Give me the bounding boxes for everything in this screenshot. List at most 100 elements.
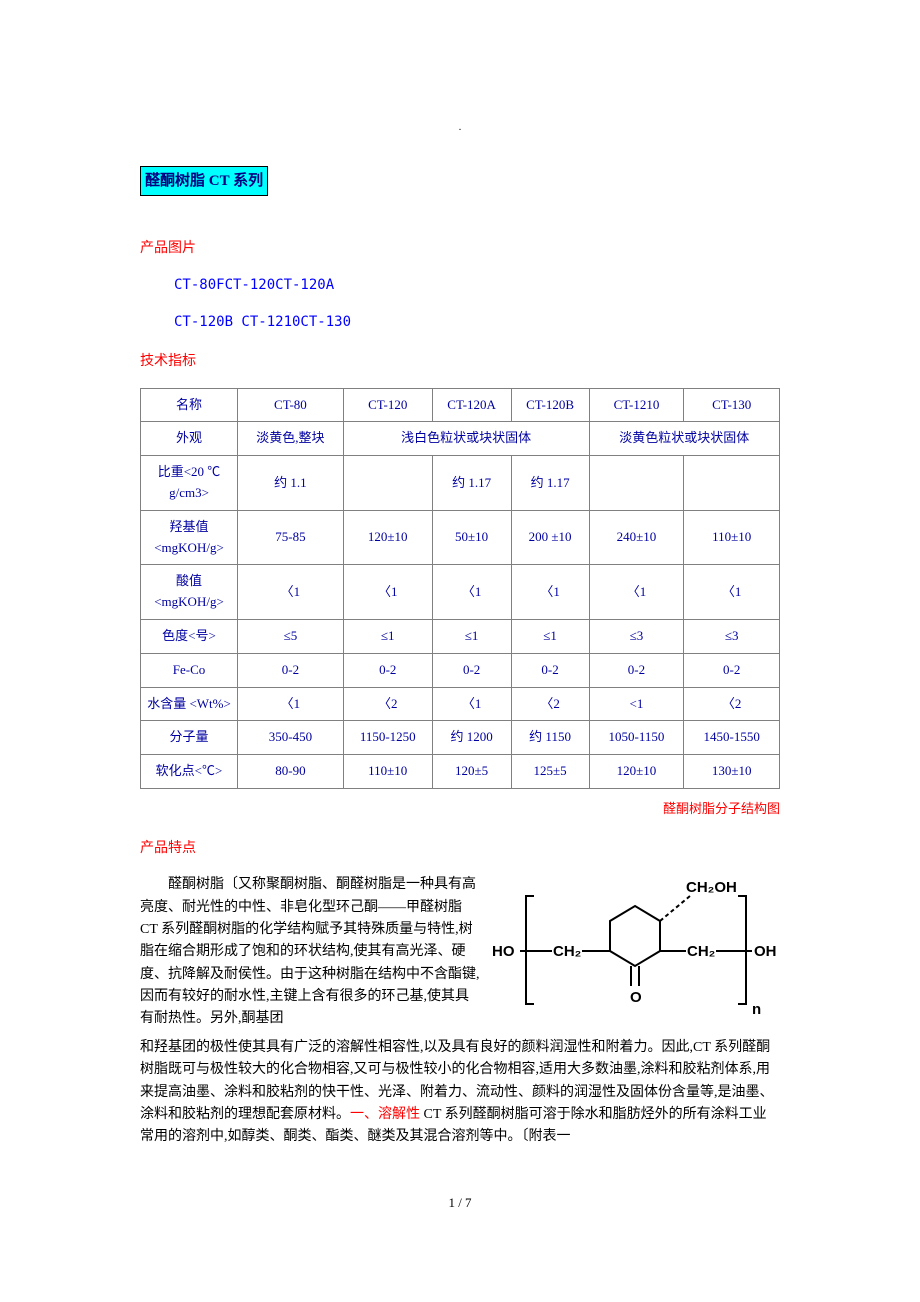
cell: 〈1 (343, 565, 432, 620)
cell: 〈1 (238, 565, 344, 620)
cell-acid-label: 酸值 <mgKOH/g> (141, 565, 238, 620)
cell: 淡黄色粒状或块状固体 (589, 422, 779, 456)
cell: CT-120A (432, 388, 511, 422)
cell: 110±10 (343, 755, 432, 789)
cell-appearance-label: 外观 (141, 422, 238, 456)
cell (589, 456, 684, 511)
table-row: 名称 CT-80 CT-120 CT-120A CT-120B CT-1210 … (141, 388, 780, 422)
cell: 浅白色粒状或块状固体 (343, 422, 589, 456)
cell: 〈1 (238, 687, 344, 721)
table-row: 酸值 <mgKOH/g> 〈1 〈1 〈1 〈1 〈1 〈1 (141, 565, 780, 620)
section-product-image: 产品图片 (140, 238, 780, 260)
cell: 0-2 (343, 653, 432, 687)
cell: 240±10 (589, 510, 684, 565)
cell: ≤1 (432, 619, 511, 653)
page-title-block: 醛酮树脂 CT 系列 (140, 166, 780, 220)
cell: 约 1150 (511, 721, 589, 755)
cell: 75-85 (238, 510, 344, 565)
cell: 0-2 (589, 653, 684, 687)
cell: 350-450 (238, 721, 344, 755)
cell: 约 1.17 (432, 456, 511, 511)
cell-color-label: 色度<号> (141, 619, 238, 653)
spec-table: 名称 CT-80 CT-120 CT-120A CT-120B CT-1210 … (140, 388, 780, 789)
header-dot: . (140, 120, 780, 136)
cell: 1150-1250 (343, 721, 432, 755)
cell: ≤3 (684, 619, 780, 653)
cell: 120±5 (432, 755, 511, 789)
table-row: Fe-Co 0-2 0-2 0-2 0-2 0-2 0-2 (141, 653, 780, 687)
cell: 125±5 (511, 755, 589, 789)
model-line-2: CT-120B CT-1210CT-130 (174, 311, 780, 333)
label-ch2-right: CH₂ (687, 943, 715, 960)
cell (684, 456, 780, 511)
cell: 120±10 (589, 755, 684, 789)
label-oh: OH (754, 943, 777, 960)
page-footer: 1 / 7 (140, 1193, 780, 1214)
cell-water-label: 水含量 <Wt%> (141, 687, 238, 721)
cell: 50±10 (432, 510, 511, 565)
cell: 〈1 (684, 565, 780, 620)
cell-mw-label: 分子量 (141, 721, 238, 755)
section-product-features: 产品特点 (140, 838, 780, 860)
cell: 1050-1150 (589, 721, 684, 755)
features-paragraph-2: 和羟基团的极性使其具有广泛的溶解性相容性,以及具有良好的颜料润湿性和附着力。因此… (140, 1037, 780, 1149)
label-o: O (630, 989, 642, 1006)
cell: 〈2 (511, 687, 589, 721)
document-page: . 醛酮树脂 CT 系列 产品图片 CT-80FCT-120CT-120A CT… (0, 0, 920, 1254)
cell: ≤1 (511, 619, 589, 653)
cell-density-label: 比重<20 ℃ g/cm3> (141, 456, 238, 511)
cell: ≤3 (589, 619, 684, 653)
cell: 淡黄色,整块 (238, 422, 344, 456)
structure-caption: 醛酮树脂分子结构图 (140, 799, 780, 820)
cell: 〈2 (684, 687, 780, 721)
cell: 130±10 (684, 755, 780, 789)
cell: 〈1 (589, 565, 684, 620)
cell: 200 ±10 (511, 510, 589, 565)
label-ch2oh: CH₂OH (686, 879, 737, 896)
cell: 〈1 (432, 687, 511, 721)
cell: 0-2 (684, 653, 780, 687)
table-row: 水含量 <Wt%> 〈1 〈2 〈1 〈2 <1 〈2 (141, 687, 780, 721)
cell (343, 456, 432, 511)
cell: ≤5 (238, 619, 344, 653)
cell-soften-label: 软化点<℃> (141, 755, 238, 789)
cell: 〈1 (511, 565, 589, 620)
cell: 0-2 (432, 653, 511, 687)
table-row: 色度<号> ≤5 ≤1 ≤1 ≤1 ≤3 ≤3 (141, 619, 780, 653)
cell: CT-80 (238, 388, 344, 422)
molecular-structure-diagram: CH₂OH HO CH₂ CH₂ OH O n (490, 876, 780, 1016)
label-ho: HO (492, 943, 515, 960)
cell: 约 1200 (432, 721, 511, 755)
cell: 约 1.1 (238, 456, 344, 511)
features-block: CH₂OH HO CH₂ CH₂ OH O n 醛酮树脂〔又称聚酮树脂、酮醛树脂… (140, 874, 780, 1155)
cell: ≤1 (343, 619, 432, 653)
cell: 120±10 (343, 510, 432, 565)
cell-hydroxyl-label: 羟基值 <mgKOH/g> (141, 510, 238, 565)
table-row: 软化点<℃> 80-90 110±10 120±5 125±5 120±10 1… (141, 755, 780, 789)
cell: 1450-1550 (684, 721, 780, 755)
cell: CT-1210 (589, 388, 684, 422)
features-subtitle-solubility: 一、溶解性 (350, 1107, 420, 1122)
cell: CT-130 (684, 388, 780, 422)
model-line-1: CT-80FCT-120CT-120A (174, 274, 780, 296)
cell-feco-label: Fe-Co (141, 653, 238, 687)
table-row: 分子量 350-450 1150-1250 约 1200 约 1150 1050… (141, 721, 780, 755)
cell: CT-120 (343, 388, 432, 422)
cell: 110±10 (684, 510, 780, 565)
cell-name-label: 名称 (141, 388, 238, 422)
cell: 0-2 (511, 653, 589, 687)
table-row: 外观 淡黄色,整块 浅白色粒状或块状固体 淡黄色粒状或块状固体 (141, 422, 780, 456)
cell: 约 1.17 (511, 456, 589, 511)
label-n: n (752, 1001, 761, 1016)
cell: <1 (589, 687, 684, 721)
page-title: 醛酮树脂 CT 系列 (140, 166, 268, 196)
cell: 0-2 (238, 653, 344, 687)
table-row: 比重<20 ℃ g/cm3> 约 1.1 约 1.17 约 1.17 (141, 456, 780, 511)
table-row: 羟基值 <mgKOH/g> 75-85 120±10 50±10 200 ±10… (141, 510, 780, 565)
label-ch2-left: CH₂ (553, 943, 581, 960)
cell: 〈1 (432, 565, 511, 620)
cell: 〈2 (343, 687, 432, 721)
cell: CT-120B (511, 388, 589, 422)
section-tech-spec: 技术指标 (140, 351, 780, 373)
cell: 80-90 (238, 755, 344, 789)
